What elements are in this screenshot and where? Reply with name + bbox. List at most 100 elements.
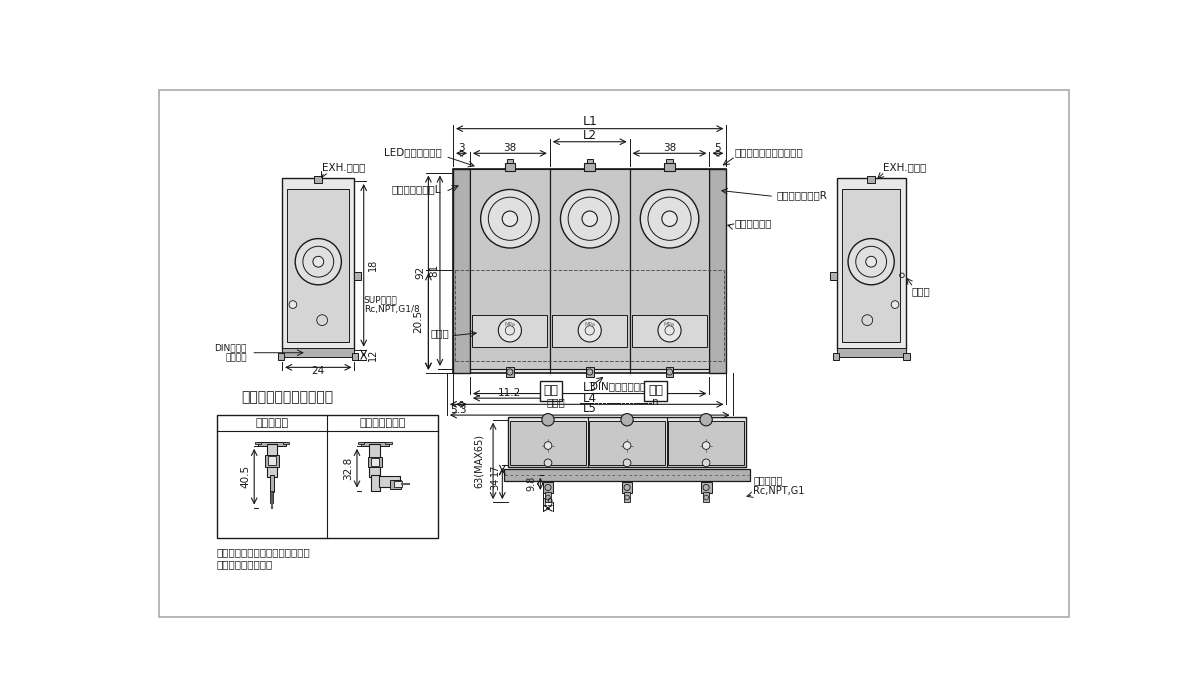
- Text: DINレール
センター: DINレール センター: [214, 343, 247, 363]
- Text: 81: 81: [429, 264, 438, 277]
- Text: MPa: MPa: [664, 322, 676, 327]
- Text: n: n: [652, 397, 659, 407]
- Circle shape: [621, 414, 634, 426]
- Bar: [631, 315, 707, 347]
- Bar: [355, 272, 362, 279]
- Circle shape: [640, 190, 698, 248]
- Bar: [352, 354, 358, 360]
- Bar: [255, 442, 261, 444]
- Text: 34: 34: [490, 477, 501, 490]
- Circle shape: [541, 414, 555, 426]
- Text: 38: 38: [503, 143, 516, 153]
- Bar: [282, 348, 355, 357]
- Bar: [836, 178, 906, 349]
- Bar: [282, 178, 355, 349]
- Bar: [379, 476, 400, 486]
- Bar: [829, 272, 836, 279]
- Text: 38: 38: [662, 143, 676, 153]
- Circle shape: [623, 459, 631, 467]
- Text: 17: 17: [490, 464, 501, 476]
- Bar: [371, 458, 379, 466]
- Text: 18: 18: [368, 259, 377, 272]
- Text: 圧力計: 圧力計: [430, 328, 449, 339]
- Bar: [453, 169, 470, 372]
- Text: ストレート: ストレート: [255, 418, 289, 428]
- Bar: [504, 469, 750, 480]
- Bar: [470, 169, 550, 369]
- Bar: [709, 169, 726, 372]
- Bar: [836, 348, 906, 357]
- Bar: [472, 315, 547, 347]
- Bar: [867, 176, 875, 183]
- Text: MPa: MPa: [585, 322, 595, 327]
- Bar: [508, 417, 745, 468]
- Text: DINレール取付金具: DINレール取付金具: [589, 381, 652, 391]
- Bar: [453, 169, 726, 372]
- Circle shape: [544, 442, 552, 449]
- Text: 9.8: 9.8: [526, 476, 536, 491]
- Bar: [903, 354, 909, 360]
- Bar: [265, 455, 279, 468]
- Bar: [288, 190, 349, 342]
- Text: L3: L3: [582, 381, 597, 394]
- Text: 40.5: 40.5: [240, 465, 250, 489]
- Bar: [371, 475, 380, 491]
- Text: 24: 24: [311, 366, 325, 376]
- Bar: [504, 163, 515, 171]
- Text: 11.2: 11.2: [498, 388, 521, 398]
- Text: 20.5: 20.5: [413, 310, 423, 333]
- Bar: [630, 169, 709, 369]
- Text: L4: L4: [582, 392, 597, 405]
- Bar: [543, 482, 553, 493]
- Text: EXH.ポート: EXH.ポート: [322, 162, 365, 172]
- Circle shape: [579, 318, 601, 342]
- Circle shape: [289, 301, 297, 309]
- Bar: [314, 176, 322, 183]
- Bar: [361, 442, 388, 446]
- Text: 5.3: 5.3: [450, 405, 467, 416]
- Bar: [622, 482, 633, 493]
- Circle shape: [658, 318, 682, 342]
- Bar: [701, 482, 712, 493]
- Bar: [552, 315, 628, 347]
- Text: 設定ハンドル: 設定ハンドル: [734, 218, 772, 228]
- Bar: [664, 163, 674, 171]
- Circle shape: [702, 459, 710, 467]
- Bar: [386, 442, 392, 444]
- Text: 63(MAX65): 63(MAX65): [474, 434, 484, 488]
- Text: ライトアングル: ライトアングル: [359, 418, 406, 428]
- Text: エンドプレートL: エンドプレートL: [392, 184, 442, 194]
- Circle shape: [295, 239, 341, 285]
- Circle shape: [313, 256, 323, 267]
- Bar: [668, 421, 744, 466]
- Text: 連数１: 連数１: [546, 397, 565, 407]
- Bar: [271, 491, 273, 503]
- Bar: [545, 492, 551, 502]
- Bar: [587, 160, 593, 163]
- Circle shape: [866, 256, 877, 267]
- Bar: [703, 492, 709, 502]
- Bar: [550, 169, 630, 369]
- Bar: [217, 415, 437, 538]
- Bar: [266, 444, 277, 477]
- Bar: [833, 354, 839, 360]
- Circle shape: [848, 239, 894, 285]
- Text: L1: L1: [582, 116, 597, 128]
- Bar: [283, 442, 289, 444]
- Bar: [589, 421, 665, 466]
- Ellipse shape: [692, 429, 719, 462]
- Circle shape: [561, 190, 619, 248]
- Text: ライトアングルのコネクタの向き
は変更できません。: ライトアングルのコネクタの向き は変更できません。: [217, 547, 310, 569]
- Circle shape: [700, 414, 713, 426]
- Text: SUPポート
Rc,NPT,G1/8: SUPポート Rc,NPT,G1/8: [364, 295, 419, 314]
- Circle shape: [661, 211, 677, 227]
- Text: LEDレベルメータ: LEDレベルメータ: [383, 147, 442, 157]
- Text: EXH.ポート: EXH.ポート: [883, 162, 926, 172]
- Bar: [391, 480, 401, 489]
- Text: 検出ポート
Rc,NPT,G1: 検出ポート Rc,NPT,G1: [754, 475, 805, 496]
- Bar: [842, 190, 901, 342]
- Bar: [510, 421, 586, 466]
- Text: MPa: MPa: [504, 322, 515, 327]
- Bar: [270, 475, 274, 492]
- Text: リード線取り出し部寸法: リード線取り出し部寸法: [241, 390, 333, 404]
